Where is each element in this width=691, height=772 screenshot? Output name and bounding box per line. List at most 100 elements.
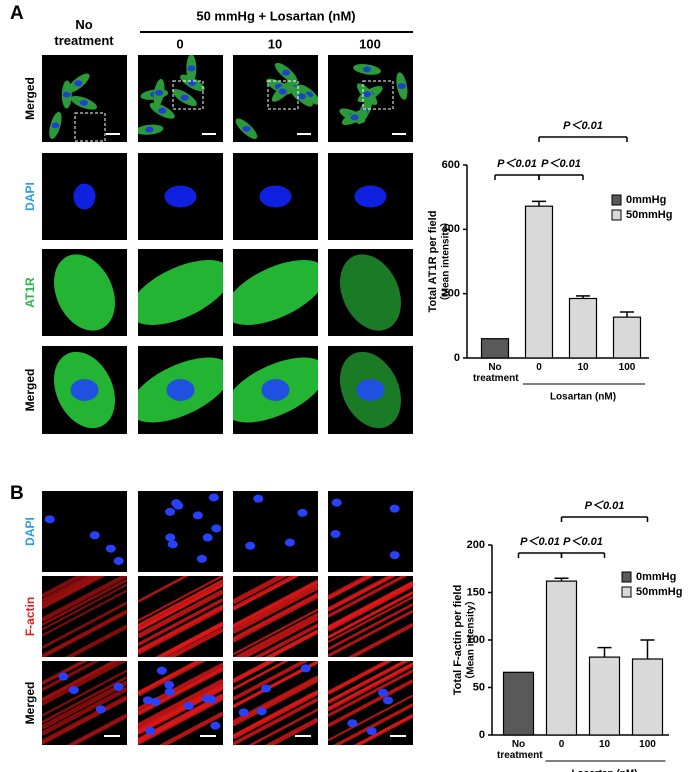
fiber [42,661,100,692]
y-tick-label: 0 [454,352,460,364]
nucleus [389,551,400,560]
fiber [138,579,223,629]
fiber [328,596,413,644]
fiber [233,697,318,745]
micrograph-content [42,661,127,745]
nucleus [73,183,96,210]
nucleus [155,89,164,96]
fiber [42,589,127,637]
nucleus [89,531,100,540]
nucleus [164,185,197,208]
fiber [138,576,223,622]
nucleus [208,493,219,502]
legend-swatch [621,586,632,598]
significance-label: P＜0.01 [497,158,537,170]
roi-box [74,112,106,142]
micrograph-content [49,73,120,142]
fiber [138,589,223,639]
y-tick-label: 0 [479,729,485,741]
nucleus [113,556,124,565]
nucleus [68,686,79,695]
nucleus [284,538,295,547]
x-axis-label: Losartan (nM) [571,769,637,772]
fiber [233,576,300,611]
significance-label: P＜0.01 [520,536,560,548]
micrograph-content [354,185,387,208]
micrograph-content [54,351,115,429]
row-label: DAPI [23,517,37,546]
nucleus [383,696,394,705]
fiber [42,695,127,745]
micrograph-content [44,515,124,565]
panel-label: B [10,483,24,504]
nucleus [164,687,175,696]
nucleus [113,682,124,691]
bar [480,338,510,359]
legend-label: 0mmHg [626,194,666,206]
cell [340,254,401,331]
row-label: DAPI [23,182,37,211]
nucleus [261,379,290,401]
micrograph-content [138,661,223,745]
fiber [233,661,277,684]
micrograph-content [259,185,292,208]
nucleus [242,125,251,132]
fiber [233,678,318,727]
micrograph-content [165,493,222,563]
nucleus [350,114,359,121]
legend-label: 50mmHg [626,209,672,221]
fiber [233,612,318,657]
nucleus [298,93,307,100]
fiber [138,661,202,695]
fiber [138,576,189,603]
nucleus [330,530,341,539]
legend-label: 0mmHg [636,571,676,583]
nucleus [192,511,203,520]
micrograph [233,491,318,572]
micrograph-content [138,357,223,423]
fiber [138,678,223,727]
fiber [328,576,373,600]
fiber [138,583,223,632]
fiber [328,590,413,639]
nucleus [145,126,154,133]
row-label: Merged [23,369,37,412]
fiber [156,622,223,657]
nucleus [70,379,99,401]
micrograph-content [42,576,127,657]
micrograph-content [233,576,318,657]
cell [138,260,223,325]
legend-label: 50mmHg [636,586,682,598]
fiber [138,605,223,655]
micrograph-content [138,55,216,135]
fiber [138,598,223,647]
x-tick-label: No treatment [473,362,519,384]
bar [502,671,535,736]
nucleus [51,122,60,129]
y-tick-label: 400 [442,223,460,235]
fiber [354,714,413,745]
nucleus [58,672,69,681]
nucleus [164,680,175,689]
bar [631,658,664,736]
fiber [138,684,223,732]
fiber [42,576,85,598]
fiber [233,594,318,643]
micrograph-content [138,576,223,657]
fiber [253,623,318,657]
nucleus [156,666,167,675]
fiber [328,661,411,705]
micrograph-content [328,576,413,657]
nucleus [378,688,389,697]
fiber [138,667,223,715]
micrograph-content [54,254,115,331]
fiber [328,664,413,712]
fiber [42,680,127,730]
x-tick-label: No treatment [497,739,543,761]
bar [588,656,621,736]
x-tick-label: 0 [558,739,565,750]
micrograph-content [328,661,413,745]
y-tick-label: 50 [473,681,485,693]
y-tick-label: 200 [467,539,485,551]
